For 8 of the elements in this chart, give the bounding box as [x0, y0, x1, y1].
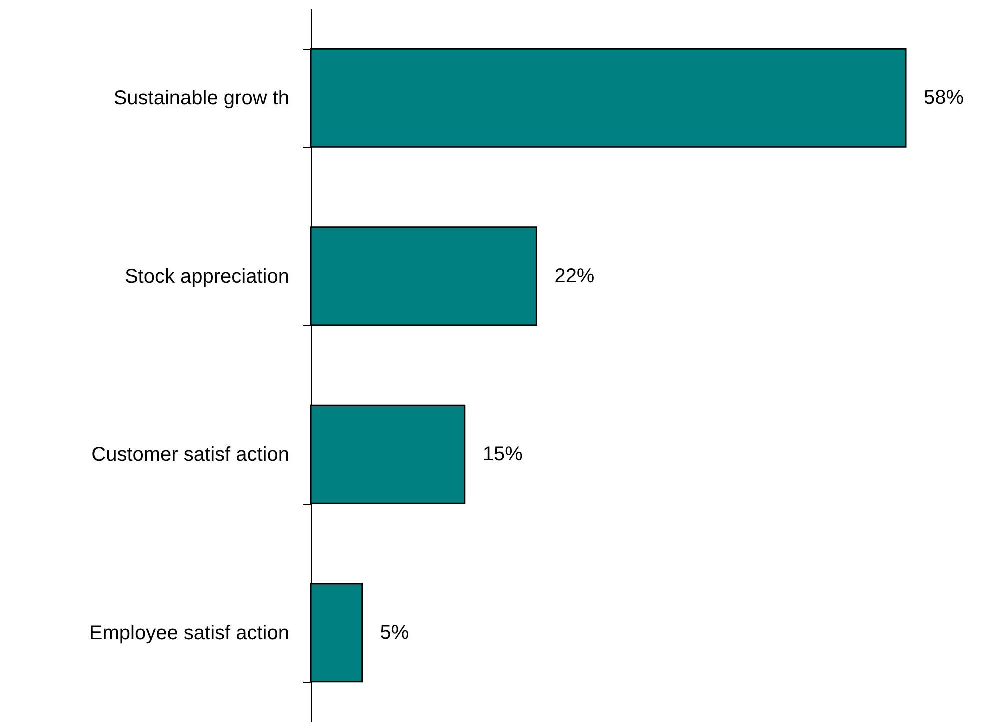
data-label: 5%: [380, 622, 410, 644]
y-tick-label: Stock appreciation: [124, 266, 290, 288]
data-label: 58%: [924, 87, 964, 110]
data-label: 22%: [554, 265, 595, 288]
data-label: 15%: [482, 444, 524, 466]
y-tick-label: Employee satisf action: [89, 622, 290, 644]
y-tick-label: Customer satisf action: [92, 444, 290, 466]
y-tick-label: Sustainable grow th: [114, 88, 290, 110]
